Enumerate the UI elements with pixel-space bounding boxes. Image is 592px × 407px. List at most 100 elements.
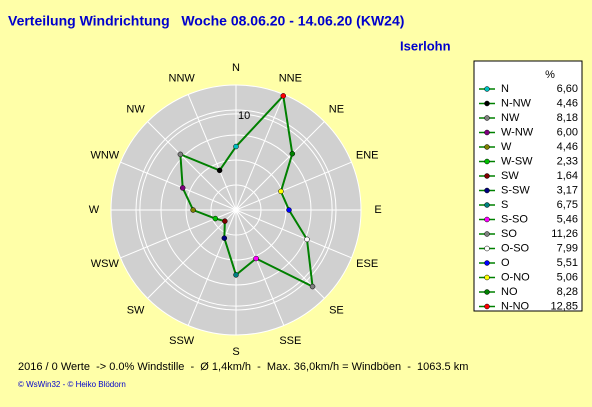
spoke [235, 209, 285, 326]
direction-label: W [89, 204, 100, 216]
legend-value: 4,46 [557, 97, 578, 109]
legend-label: NO [501, 286, 518, 298]
spoke [120, 161, 237, 211]
r-tick-label: 10 [238, 110, 250, 122]
direction-label: SE [329, 304, 344, 316]
footer: 2016 / 0 Werte -> 0.0% Windstille - Ø 1,… [18, 361, 468, 373]
legend-marker [484, 303, 490, 310]
spoke [235, 161, 352, 211]
data-point [222, 218, 228, 224]
legend-label: W [501, 141, 512, 153]
data-point [221, 235, 228, 241]
spoke [235, 94, 285, 211]
legend-value: 2,33 [557, 155, 578, 167]
legend-label: S [501, 199, 508, 211]
direction-label: SSE [279, 335, 301, 347]
spoke [147, 209, 237, 299]
direction-label: NNE [279, 73, 302, 85]
spoke [235, 209, 352, 259]
legend-value: 12,85 [550, 300, 578, 312]
data-point [286, 207, 292, 213]
legend-value: 5,06 [557, 271, 578, 283]
legend-marker [484, 173, 490, 179]
direction-label: ESE [356, 258, 378, 270]
legend-label: SW [501, 170, 519, 182]
direction-label: WSW [91, 258, 120, 270]
legend-marker [484, 86, 490, 92]
data-point [179, 185, 186, 191]
legend-value: 3,17 [557, 184, 578, 196]
legend-value: 8,18 [557, 112, 578, 124]
direction-label: SW [127, 304, 145, 316]
legend-label: SO [501, 228, 517, 240]
legend-marker [484, 202, 490, 208]
legend-label: W-SW [501, 155, 533, 167]
legend-label: N-NW [501, 97, 532, 109]
direction-label: WNW [90, 150, 119, 162]
direction-label: NE [329, 103, 344, 115]
legend-label: O-NO [501, 271, 530, 283]
data-point [289, 150, 296, 157]
legend-value: 6,00 [557, 126, 578, 138]
legend-marker [484, 158, 490, 165]
legend-label: N [501, 83, 509, 95]
legend-label: O-SO [501, 242, 530, 254]
data-point [190, 207, 196, 213]
legend-label: S-SO [501, 213, 528, 225]
legend-label: O [501, 257, 510, 269]
direction-label: E [374, 204, 381, 216]
direction-label: N [232, 62, 240, 74]
legend-marker [484, 129, 490, 136]
legend-value: 7,99 [557, 242, 578, 254]
data-point [212, 215, 219, 222]
spoke [147, 121, 237, 211]
legend-marker [484, 245, 490, 252]
direction-label: SSW [169, 335, 195, 347]
direction-label: S [232, 346, 239, 358]
legend-marker [484, 144, 490, 150]
legend-marker [484, 115, 490, 121]
legend-box [473, 60, 583, 312]
legend-header: % [545, 69, 555, 81]
legend-marker [484, 274, 490, 281]
data-point [233, 143, 239, 150]
chart-title: Verteilung Windrichtung Woche 08.06.20 -… [8, 13, 404, 29]
direction-label: NNW [169, 73, 196, 85]
direction-label: NW [126, 103, 145, 115]
data-point [309, 283, 316, 290]
data-point [304, 236, 310, 243]
legend-value: 6,60 [557, 83, 578, 95]
spoke [187, 94, 237, 211]
data-point [253, 255, 259, 262]
spoke [187, 209, 237, 326]
legend-label: S-SW [501, 184, 530, 196]
legend-label: N-NO [501, 300, 530, 312]
legend-label: W-NW [501, 126, 534, 138]
spoke [235, 209, 325, 299]
credit: © WsWin32 - © Heiko Blödorn [18, 380, 126, 389]
subtitle: Iserlohn [400, 38, 451, 53]
legend-marker [484, 260, 490, 266]
data-point [280, 93, 287, 99]
legend-marker [484, 289, 490, 295]
legend-marker [484, 216, 490, 223]
data-point [278, 188, 284, 195]
legend-label: NW [501, 112, 520, 124]
legend-marker [484, 187, 490, 194]
legend-value: 5,46 [557, 213, 578, 225]
grid-ring [139, 113, 333, 307]
legend-marker [484, 100, 490, 107]
legend-value: 1,64 [557, 170, 578, 182]
legend-value: 11,26 [551, 228, 578, 240]
legend-value: 8,28 [557, 286, 578, 298]
data-point [216, 167, 223, 174]
legend-value: 4,46 [557, 141, 578, 153]
spoke [235, 121, 325, 211]
direction-label: ENE [356, 150, 379, 162]
data-point [177, 151, 184, 158]
legend-marker [484, 231, 490, 237]
legend-value: 5,51 [557, 257, 578, 269]
data-point [233, 272, 239, 278]
legend-value: 6,75 [557, 199, 578, 211]
